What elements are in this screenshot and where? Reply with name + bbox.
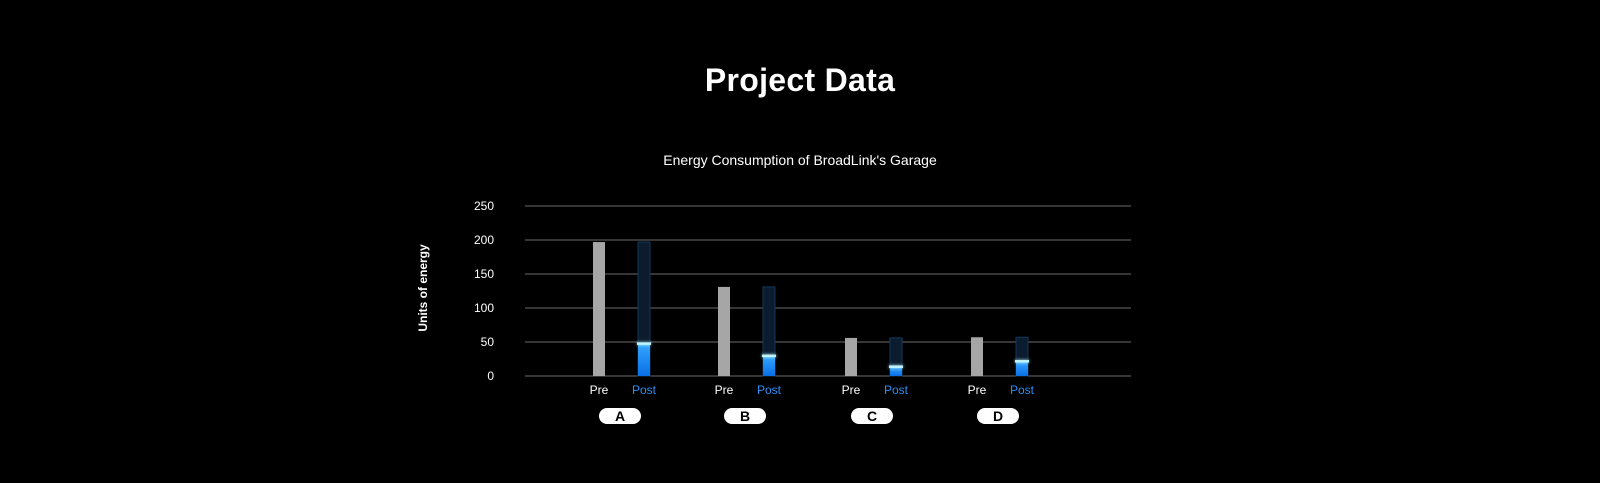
y-tick-label: 50: [481, 335, 495, 349]
post-bar-glow: [762, 354, 776, 358]
x-axis-labels: Pre Post A Pre Post B Pre Post C Pre Post D: [590, 383, 1035, 424]
y-axis-label: Units of energy: [416, 244, 430, 332]
category-label: C: [867, 408, 877, 424]
y-tick-label: 250: [474, 199, 494, 213]
x-sub-label-pre: Pre: [590, 383, 609, 397]
x-sub-label-post: Post: [757, 383, 782, 397]
post-bar: [890, 366, 902, 376]
post-bar-glow: [889, 365, 903, 368]
x-sub-label-pre: Pre: [842, 383, 861, 397]
category-label: D: [993, 408, 1003, 424]
category-label: B: [740, 408, 750, 424]
pre-bar: [593, 242, 605, 376]
y-tick-label: 200: [474, 233, 494, 247]
chart-title: Energy Consumption of BroadLink's Garage: [663, 152, 937, 168]
category-pill: [599, 408, 641, 424]
post-bar-glow: [637, 342, 651, 345]
y-tick-label: 0: [487, 369, 494, 383]
category-pill: [724, 408, 766, 424]
x-sub-label-pre: Pre: [968, 383, 987, 397]
x-sub-label-post: Post: [1010, 383, 1035, 397]
x-sub-label-pre: Pre: [715, 383, 734, 397]
pre-bar: [718, 286, 730, 376]
y-axis-ticks: 0 50 100 150 200 250: [474, 199, 494, 383]
x-sub-label-post: Post: [632, 383, 657, 397]
post-bar-glow: [1015, 360, 1029, 363]
pre-bar: [845, 337, 857, 376]
y-tick-label: 100: [474, 301, 494, 315]
bars: [593, 241, 1029, 377]
category-pill: [851, 408, 893, 424]
category-label: A: [615, 408, 625, 424]
category-pill: [977, 408, 1019, 424]
pre-bar: [971, 337, 983, 376]
y-tick-label: 150: [474, 267, 494, 281]
grid-lines: [525, 205, 1131, 377]
post-bar: [763, 355, 775, 376]
post-bar: [1016, 361, 1028, 376]
page-title: Project Data: [704, 62, 896, 98]
x-sub-label-post: Post: [884, 383, 909, 397]
post-bar: [638, 343, 650, 376]
